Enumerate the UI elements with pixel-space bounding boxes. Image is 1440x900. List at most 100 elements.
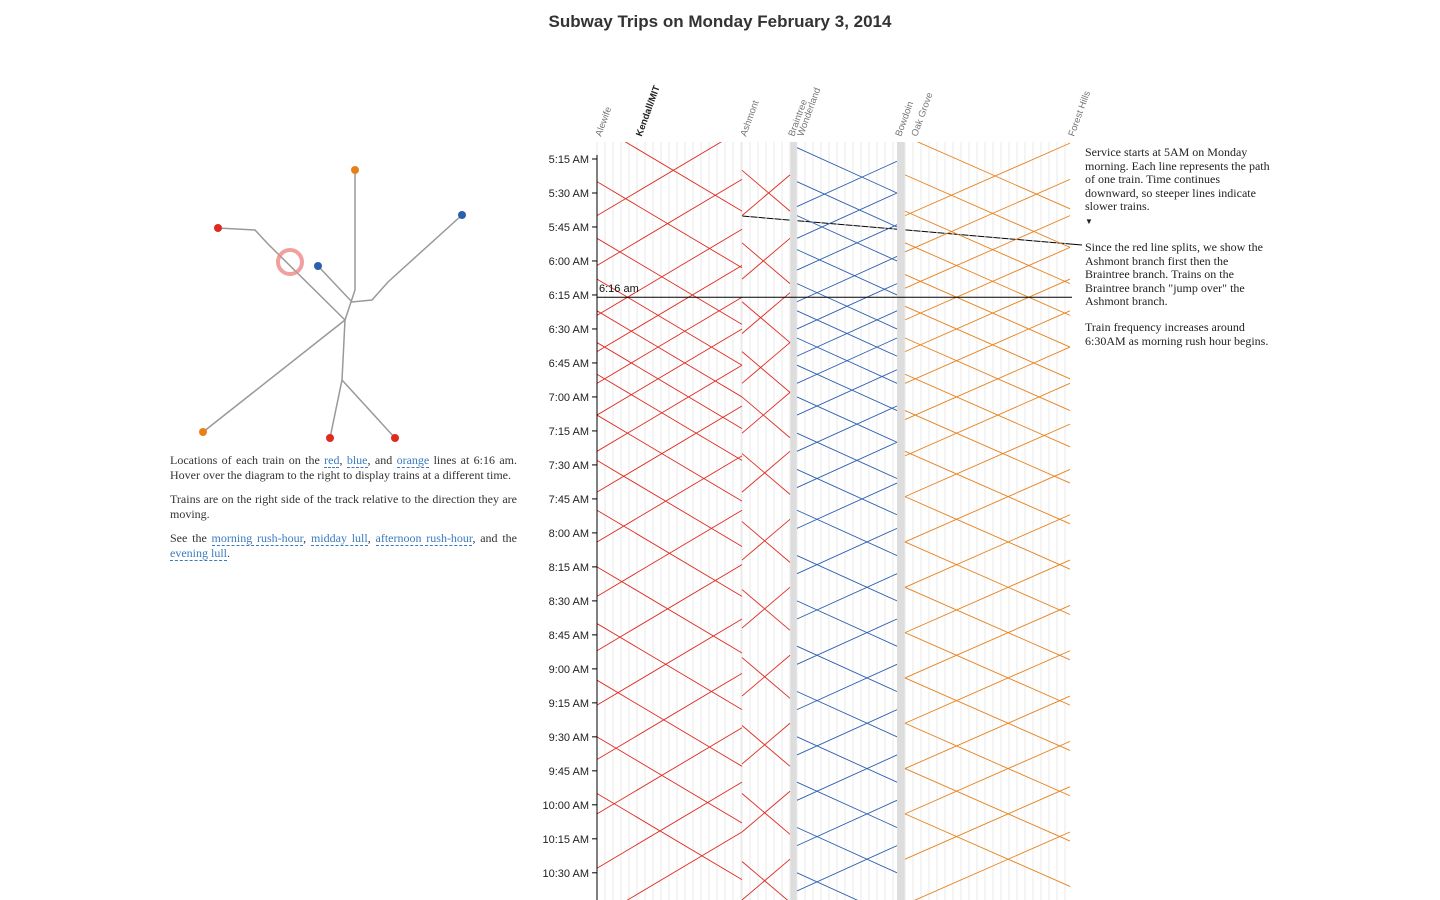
train-trip xyxy=(597,679,743,767)
train-trip xyxy=(904,215,1071,289)
train-trip xyxy=(597,727,743,815)
train-trip xyxy=(904,604,1071,679)
page-title: Subway Trips on Monday February 3, 2014 xyxy=(548,12,892,31)
link[interactable]: red xyxy=(324,453,340,468)
station-label: Ashmont xyxy=(738,99,761,138)
y-tick-label: 7:45 AM xyxy=(549,494,589,506)
terminal xyxy=(214,224,222,232)
text: See the xyxy=(170,531,212,545)
train-trip xyxy=(796,405,898,452)
train-trip xyxy=(741,392,791,434)
terminal xyxy=(199,428,207,436)
train-trip xyxy=(597,328,743,416)
annotation-text: Service starts at 5AM on Monday morning.… xyxy=(1085,145,1270,213)
train-trip xyxy=(597,673,743,760)
train-trip xyxy=(904,632,1071,706)
annotation-pointer xyxy=(741,215,1083,246)
link[interactable]: midday lull xyxy=(310,531,368,546)
terminal xyxy=(458,211,466,219)
y-tick-label: 5:45 AM xyxy=(549,222,589,234)
red-track xyxy=(217,227,346,439)
train-trip xyxy=(796,310,898,357)
train-trip xyxy=(796,337,898,384)
paragraph: Trains are on the right side of the trac… xyxy=(170,492,517,522)
train-trip xyxy=(597,564,743,652)
time-cursor-label: 6:16 am xyxy=(599,283,639,295)
y-tick-label: 5:15 AM xyxy=(549,154,589,166)
train-trip xyxy=(904,382,1071,457)
train-trip xyxy=(796,799,898,847)
train-trip xyxy=(796,663,898,711)
annotation: Since the red line splits, we show the A… xyxy=(1085,240,1270,309)
train-trip xyxy=(741,351,791,393)
text: , xyxy=(303,531,311,545)
y-tick-label: 5:30 AM xyxy=(549,188,589,200)
train-trip xyxy=(904,514,1071,588)
train-trip xyxy=(741,292,791,334)
blue-track xyxy=(317,214,463,303)
train-trip xyxy=(597,278,743,366)
train-trip xyxy=(741,518,791,561)
train-trip xyxy=(741,586,791,629)
link[interactable]: evening lull xyxy=(170,546,227,561)
paragraph: See the morning rush-hour, midday lull , … xyxy=(170,531,517,561)
link[interactable]: orange xyxy=(396,453,430,468)
train-trip xyxy=(904,310,1071,384)
train-trip xyxy=(904,210,1071,285)
train-trip xyxy=(796,555,898,602)
y-tick-label: 6:45 AM xyxy=(549,358,589,370)
train-trip xyxy=(796,396,898,443)
train-trip xyxy=(904,305,1071,380)
train-trip xyxy=(914,831,1071,900)
y-tick-label: 9:00 AM xyxy=(549,664,589,676)
link[interactable]: morning rush-hour xyxy=(211,531,304,546)
station-label: Wonderland xyxy=(795,86,823,138)
train-trip xyxy=(796,827,898,874)
panel-separator xyxy=(790,142,797,900)
train-trip xyxy=(796,215,898,262)
train-trip xyxy=(597,310,743,398)
y-tick-label: 10:30 AM xyxy=(543,868,589,880)
train-trip xyxy=(624,142,743,212)
train-trip xyxy=(796,618,898,665)
train-trip xyxy=(904,740,1071,815)
train-trip xyxy=(796,509,898,556)
train-trip xyxy=(597,405,743,493)
y-tick-label: 10:00 AM xyxy=(543,800,589,812)
text: . xyxy=(227,546,230,560)
train-trip xyxy=(741,589,791,631)
train-trip xyxy=(796,600,898,647)
train-trip xyxy=(796,754,898,801)
train-trip xyxy=(904,722,1071,797)
train-trip xyxy=(796,160,898,207)
train-trip xyxy=(904,242,1071,316)
train-trip xyxy=(904,786,1071,860)
train-trip xyxy=(796,249,898,296)
text: , and the xyxy=(472,531,517,545)
train-trip xyxy=(796,337,898,384)
explanation: Locations of each train on the red, blue… xyxy=(170,453,517,570)
trips xyxy=(597,142,1071,900)
train-trip xyxy=(741,654,791,697)
orange-track xyxy=(202,170,356,433)
train-trip xyxy=(597,181,743,269)
train-trip xyxy=(796,781,898,828)
terminal xyxy=(351,166,359,174)
text: Trains are on the right side of the trac… xyxy=(170,492,517,521)
train-trip xyxy=(597,364,743,452)
link[interactable]: blue xyxy=(346,453,368,468)
link[interactable]: afternoon rush-hour xyxy=(375,531,473,546)
train-trip xyxy=(796,224,898,271)
train-trip xyxy=(597,623,743,711)
train-trip xyxy=(796,441,898,488)
y-tick-label: 9:15 AM xyxy=(549,698,589,710)
train-trip xyxy=(796,482,898,529)
train-trip xyxy=(904,346,1071,421)
train-trip xyxy=(796,709,898,756)
braintree-track xyxy=(341,379,396,439)
y-tick-label: 9:45 AM xyxy=(549,766,589,778)
train-trip xyxy=(741,725,791,767)
train-trip xyxy=(904,178,1071,253)
train-trip xyxy=(741,242,791,284)
